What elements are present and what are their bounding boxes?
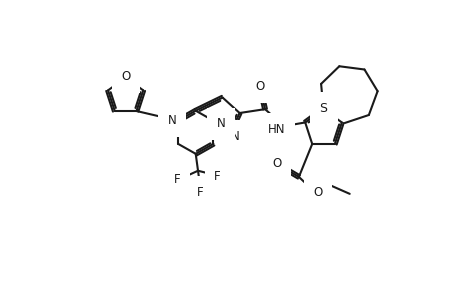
Text: N: N (216, 117, 225, 130)
Text: F: F (213, 169, 220, 183)
Text: N: N (231, 130, 240, 142)
Text: S: S (319, 102, 327, 115)
Text: F: F (196, 186, 203, 199)
Text: O: O (254, 80, 263, 93)
Text: N: N (167, 114, 176, 127)
Text: F: F (174, 173, 180, 187)
Text: O: O (313, 186, 322, 199)
Text: O: O (271, 157, 280, 169)
Text: HN: HN (267, 123, 285, 136)
Text: O: O (121, 70, 130, 83)
